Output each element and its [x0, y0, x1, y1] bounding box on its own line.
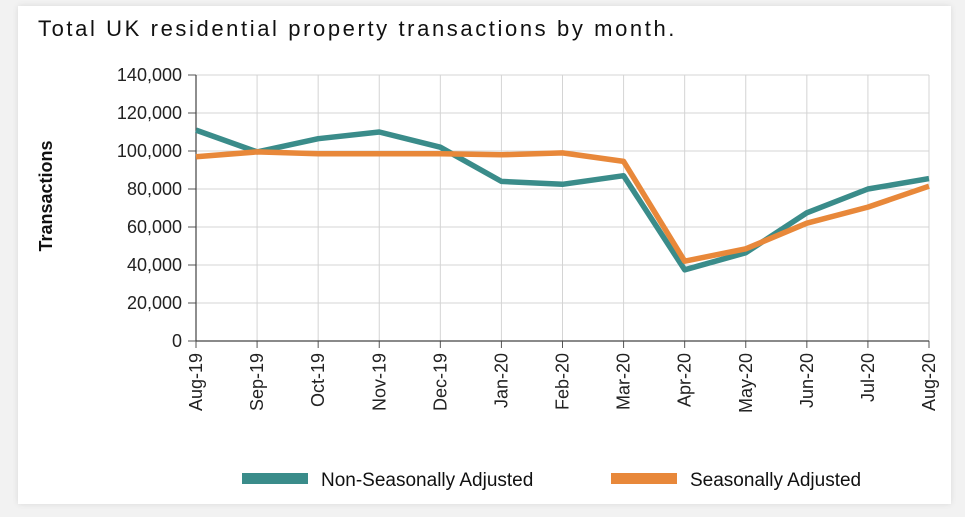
x-tick-label: Dec-19	[430, 353, 450, 411]
series-line-non-seasonally-adjusted	[195, 127, 930, 273]
legend: Non-Seasonally Adjusted Seasonally Adjust…	[242, 470, 861, 491]
legend-label: Non-Seasonally Adjusted	[321, 470, 533, 491]
y-tick-label: 0	[172, 331, 182, 351]
x-tick-label: Aug-20	[919, 353, 939, 411]
y-tick-label: 100,000	[117, 141, 182, 161]
axes	[188, 74, 930, 348]
x-tick-label: Jan-20	[491, 353, 511, 408]
y-tick-label: 140,000	[117, 65, 182, 85]
x-tick-label: Oct-19	[308, 353, 328, 407]
legend-swatch	[242, 473, 308, 484]
y-tick-label: 80,000	[127, 179, 182, 199]
y-tick-label: 20,000	[127, 293, 182, 313]
chart-card	[18, 6, 951, 504]
x-tick-label: Aug-19	[186, 353, 206, 411]
y-tick-label: 40,000	[127, 255, 182, 275]
x-tick-label: May-20	[736, 353, 756, 413]
series-line-seasonally-adjusted	[195, 149, 930, 264]
x-tick-label: Nov-19	[369, 353, 389, 411]
y-tick-labels: 0 20,000 40,000 60,000 80,000 100,000 120,000 1…	[117, 65, 182, 351]
y-axis-title: Transactions	[36, 140, 56, 251]
x-tick-label: Jun-20	[797, 353, 817, 408]
x-tick-label: Apr-20	[675, 353, 695, 407]
legend-swatch	[611, 473, 677, 484]
series-lines	[195, 127, 930, 273]
chart-title: Total UK residential property transactio…	[38, 16, 677, 41]
y-tick-label: 120,000	[117, 103, 182, 123]
x-tick-label: Sep-19	[247, 353, 267, 411]
gridlines	[196, 74, 930, 341]
legend-label: Seasonally Adjusted	[690, 470, 861, 491]
x-tick-label: Feb-20	[553, 353, 573, 410]
x-tick-label: Mar-20	[614, 353, 634, 410]
y-tick-label: 60,000	[127, 217, 182, 237]
x-tick-labels: Aug-19 Sep-19 Oct-19 Nov-19 Dec-19 Jan-20 Feb-…	[186, 353, 939, 413]
x-tick-label: Jul-20	[858, 353, 878, 402]
